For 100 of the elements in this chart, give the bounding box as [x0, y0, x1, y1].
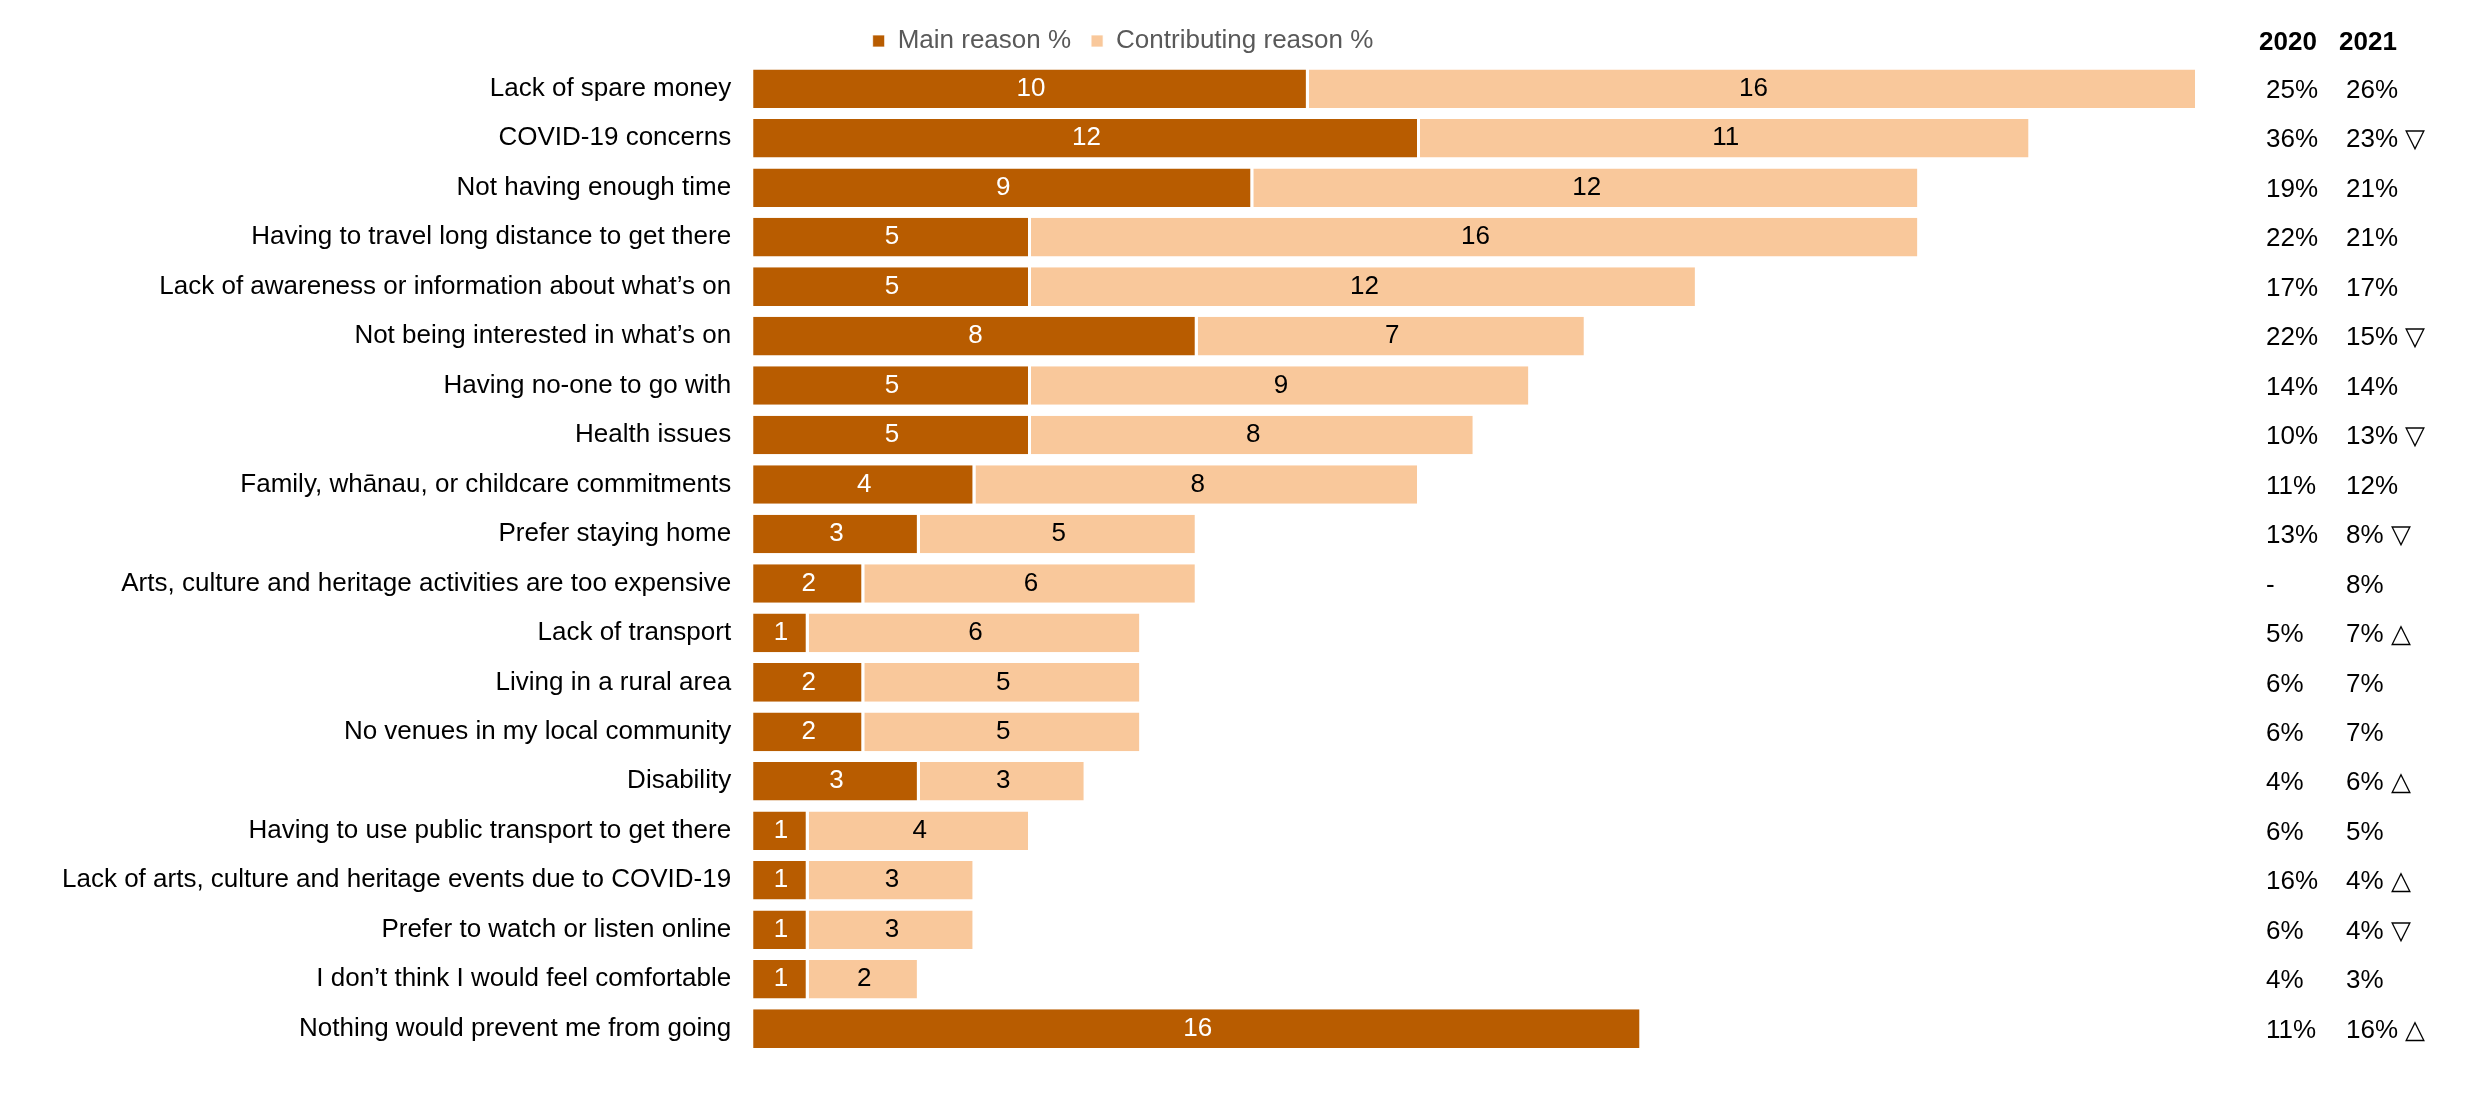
text: 17% — [2266, 271, 2319, 302]
data-label: 1 — [773, 962, 789, 993]
text: 2021 — [2339, 26, 2397, 57]
data-label: 3 — [884, 863, 900, 894]
text: 7% △ — [2346, 618, 2411, 649]
y-tick-label: Prefer staying home — [498, 517, 732, 548]
data-label: 2 — [801, 715, 816, 746]
legend-label: Contributing reason % — [1116, 24, 1374, 55]
y-tick-label: Prefer to watch or listen online — [381, 912, 732, 943]
legend-label: Main reason % — [897, 24, 1072, 55]
data-label: 12 — [1349, 269, 1379, 300]
data-label: 5 — [995, 665, 1011, 696]
data-label: 6 — [968, 616, 983, 647]
data-label: 8 — [1190, 467, 1205, 498]
text: 15% ▽ — [2346, 321, 2426, 352]
data-label: 4 — [912, 813, 928, 844]
y-tick-label: Lack of spare money — [489, 71, 732, 102]
text: 8% — [2346, 568, 2384, 599]
data-label: 6 — [1023, 566, 1039, 597]
text: 2020 — [2259, 26, 2317, 57]
text: 7% — [2346, 717, 2384, 748]
text: 6% — [2266, 667, 2304, 698]
data-label: 1 — [773, 813, 789, 844]
text: 6% — [2266, 717, 2304, 748]
y-tick-label: Having no-one to go with — [443, 368, 732, 399]
y-tick-label: Having to travel long distance to get there — [251, 220, 732, 251]
text: 5% — [2266, 618, 2304, 649]
text: 16% △ — [2346, 1013, 2426, 1044]
data-label: 2 — [857, 962, 872, 993]
text: 14% — [2266, 370, 2319, 401]
data-label: 3 — [995, 764, 1011, 795]
data-label: 9 — [1273, 368, 1289, 399]
data-label: 5 — [884, 368, 900, 399]
y-tick-label: No venues in my local community — [343, 715, 732, 746]
data-label: 2 — [801, 566, 816, 597]
text: 13% — [2266, 519, 2319, 550]
y-tick-label: Disability — [627, 764, 732, 795]
text: 19% — [2266, 172, 2319, 203]
y-tick-label: Living in a rural area — [495, 665, 732, 696]
text: 4% ▽ — [2346, 914, 2411, 945]
y-tick-label: Lack of arts, culture and heritage events due to COVID-19 — [61, 863, 732, 894]
text: 11% — [2266, 1013, 2317, 1044]
y-tick-label: Not being interested in what’s on — [354, 319, 732, 350]
data-label: 3 — [829, 764, 844, 795]
y-tick-label: I don’t think I would feel comfortable — [316, 962, 732, 993]
y-tick-label: Nothing would prevent me from going — [299, 1011, 732, 1042]
y-tick-label: COVID-19 concerns — [498, 121, 732, 152]
data-label: 10 — [1016, 71, 1046, 102]
data-label: 5 — [884, 269, 900, 300]
data-label: 16 — [1738, 71, 1768, 102]
text: 36% — [2266, 123, 2319, 154]
text: - — [2266, 568, 2275, 599]
data-label: 12 — [1072, 121, 1102, 152]
text: 11% — [2266, 469, 2317, 500]
text: 10% — [2266, 420, 2319, 451]
text: 5% — [2346, 815, 2384, 846]
text: 8% ▽ — [2346, 519, 2411, 550]
data-label: 9 — [995, 170, 1011, 201]
data-label: 5 — [995, 715, 1011, 746]
text: 16% — [2266, 865, 2319, 896]
data-label: 3 — [829, 517, 844, 548]
data-label: 16 — [1183, 1011, 1213, 1042]
data-label: 1 — [773, 863, 789, 894]
text: 21% — [2346, 222, 2399, 253]
text: 4% — [2266, 766, 2304, 797]
text: 22% — [2266, 321, 2319, 352]
data-label: 5 — [884, 418, 900, 449]
data-label: 5 — [884, 220, 900, 251]
text: 6% — [2266, 815, 2304, 846]
data-label: 8 — [968, 319, 983, 350]
text: 21% — [2346, 172, 2399, 203]
text: 6% — [2266, 914, 2304, 945]
data-label: 5 — [1051, 517, 1067, 548]
data-label: 8 — [1246, 418, 1261, 449]
text: 4% — [2266, 964, 2304, 995]
text: 4% △ — [2346, 865, 2411, 896]
text: 22% — [2266, 222, 2319, 253]
y-tick-label: Health issues — [575, 418, 732, 449]
data-label: 12 — [1572, 170, 1602, 201]
y-tick-label: Arts, culture and heritage activities are too expensive — [121, 566, 732, 597]
text: 25% — [2266, 73, 2319, 104]
data-label: 4 — [857, 467, 872, 498]
text: 14% — [2346, 370, 2399, 401]
data-label: 1 — [773, 912, 789, 943]
text: 6% △ — [2346, 766, 2411, 797]
y-tick-label: Lack of transport — [537, 616, 732, 647]
data-label: 2 — [801, 665, 816, 696]
text: 23% ▽ — [2346, 123, 2426, 154]
data-label: 11 — [1712, 121, 1740, 152]
text: 3% — [2346, 964, 2384, 995]
data-label: 1 — [773, 616, 789, 647]
y-tick-label: Having to use public transport to get there — [248, 813, 732, 844]
data-label: 7 — [1384, 319, 1400, 350]
text: 26% — [2346, 73, 2399, 104]
text: 13% ▽ — [2346, 420, 2426, 451]
text: 7% — [2346, 667, 2384, 698]
y-tick-label: Lack of awareness or information about what’s on — [159, 269, 732, 300]
text: 12% — [2346, 469, 2399, 500]
data-label: 16 — [1461, 220, 1491, 251]
data-label: 3 — [884, 912, 900, 943]
